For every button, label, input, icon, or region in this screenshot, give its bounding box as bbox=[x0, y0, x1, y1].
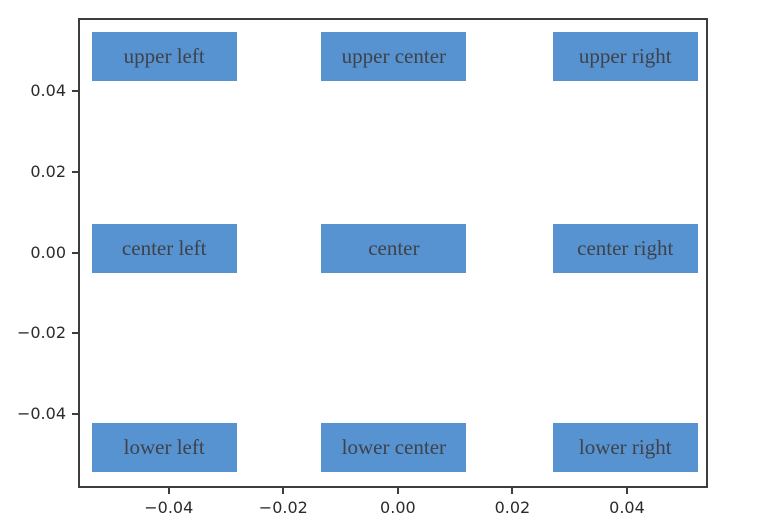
annotation-label: center right bbox=[577, 235, 674, 260]
annotation-box-upper-left: upper left bbox=[91, 32, 237, 82]
x-tick-label: 0.04 bbox=[609, 498, 645, 517]
x-tick-mark bbox=[167, 488, 170, 494]
x-tick-label: −0.04 bbox=[144, 498, 194, 517]
y-tick-mark bbox=[72, 251, 78, 254]
y-tick-label: 0.04 bbox=[30, 80, 66, 100]
annotation-box-lower-left: lower left bbox=[91, 422, 237, 472]
annotation-box-center: center bbox=[321, 223, 467, 273]
annotation-box-center-right: center right bbox=[552, 223, 698, 273]
annotation-label: center bbox=[368, 235, 420, 260]
annotation-label: lower center bbox=[341, 434, 447, 459]
y-tick-mark bbox=[72, 413, 78, 416]
y-tick-label: 0.02 bbox=[30, 161, 66, 181]
y-tick-label: −0.04 bbox=[16, 404, 66, 424]
annotation-box-lower-right: lower right bbox=[552, 422, 698, 472]
y-tick-label: 0.00 bbox=[30, 242, 66, 262]
axes: −0.04 −0.02 0.00 0.02 0.04 0.04 0.02 0.00 −0.02 −… bbox=[17, 18, 708, 517]
x-tick-mark bbox=[625, 488, 628, 494]
annotation-label: lower left bbox=[123, 434, 205, 459]
annotation-box-lower-center: lower center bbox=[321, 422, 467, 472]
annotation-box-center-left: center left bbox=[91, 223, 237, 273]
x-tick-mark bbox=[282, 488, 285, 494]
y-tick-mark bbox=[72, 170, 78, 173]
x-tick-mark bbox=[396, 488, 399, 494]
x-tick-mark bbox=[511, 488, 514, 494]
annotation-label: upper center bbox=[341, 44, 447, 69]
annotation-label: upper right bbox=[578, 44, 672, 69]
y-tick-mark bbox=[72, 332, 78, 335]
x-tick-label: 0.02 bbox=[494, 498, 531, 517]
x-tick-label: 0.00 bbox=[380, 498, 416, 517]
annotation-label: upper left bbox=[123, 44, 205, 69]
annotation-box-upper-center: upper center bbox=[321, 32, 467, 82]
annotation-box-upper-right: upper right bbox=[552, 32, 698, 82]
annotation-label: lower right bbox=[578, 434, 672, 459]
x-tick-label: −0.02 bbox=[258, 498, 308, 517]
annotation-label: center left bbox=[121, 235, 207, 260]
y-tick-label: −0.02 bbox=[16, 323, 66, 343]
y-tick-mark bbox=[72, 89, 78, 92]
